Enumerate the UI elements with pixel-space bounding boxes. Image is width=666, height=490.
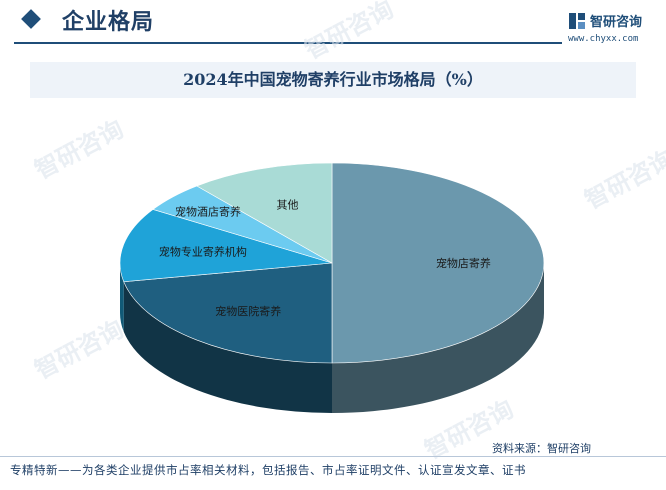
pie-slice-label: 宠物酒店寄养: [175, 204, 241, 218]
pie-slice-label: 其他: [276, 199, 298, 212]
brand: 智研咨询 www.chyxx.com: [568, 10, 660, 48]
pie-slice: [123, 262, 333, 364]
page-header: 企业格局 智研咨询 www.chyxx.com: [0, 0, 666, 56]
pie-slice-side: [123, 281, 333, 413]
source-note: 资料来源：智研咨询: [492, 442, 591, 455]
pie-slice-label: 宠物店寄养: [436, 256, 491, 270]
chart-title: 2024年中国宠物寄养行业市场格局（%）: [30, 62, 636, 98]
footer-divider: [0, 456, 666, 457]
brand-name: 智研咨询: [590, 15, 643, 30]
section-title: 企业格局: [62, 10, 155, 35]
pie-slice-side: [120, 263, 124, 332]
brand-url: www.chyxx.com: [568, 34, 639, 44]
pie-slice-side: [332, 263, 544, 413]
pie-slice: [119, 209, 333, 283]
diamond-icon: [21, 9, 41, 29]
header-divider: [14, 42, 562, 44]
footer-text: 专精特新——为各类企业提供市占率相关材料，包括报告、市占率证明文件、认证宣发文章…: [10, 463, 526, 477]
brand-logo-icon: [569, 13, 585, 29]
pie-slice: [196, 162, 333, 264]
pie-slice: [331, 162, 545, 364]
pie-slice-label: 宠物专业寄养机构: [159, 244, 247, 258]
pie-slice-label: 宠物医院寄养: [215, 304, 281, 318]
